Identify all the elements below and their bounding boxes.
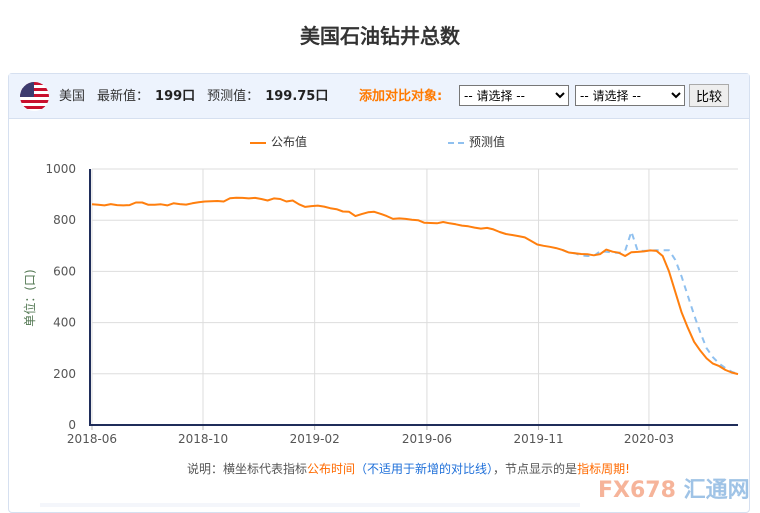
chart-panel: 美国 最新值： 199口 预测值： 199.75口 添加对比对象: -- 请选择…: [8, 73, 750, 513]
legend-label: 预测值: [469, 135, 506, 149]
published-line: [91, 196, 739, 376]
watermark-logo: FX678 汇通网: [598, 478, 750, 503]
y-tick-label: 200: [53, 367, 76, 381]
us-flag-icon: [20, 82, 49, 111]
info-values: 美国 最新值： 199口 预测值： 199.75口: [59, 88, 328, 105]
solid-line-icon: [250, 141, 266, 144]
x-tick-label: 2019-11: [513, 432, 563, 446]
legend-published[interactable]: 公布值: [250, 133, 307, 150]
compare-select-2[interactable]: -- 请选择 --: [575, 85, 685, 106]
x-tick-label: 2019-02: [290, 432, 340, 446]
latest-label: 最新值：: [97, 89, 150, 104]
y-tick-label: 600: [53, 264, 76, 278]
y-tick-label: 400: [53, 316, 76, 330]
page-title: 美国石油钻井总数: [300, 24, 460, 48]
forecast-label: 预测值：: [207, 89, 260, 104]
legend-label: 公布值: [271, 135, 308, 149]
dashed-line-icon: [448, 141, 464, 144]
x-tick-label: 2020-03: [624, 432, 674, 446]
compare-button[interactable]: 比较: [689, 84, 729, 107]
legend-forecast[interactable]: 预测值: [448, 133, 505, 150]
x-tick-label: 2019-06: [402, 432, 452, 446]
forecast-line: [562, 230, 739, 376]
chart-note: 说明：横坐标代表指标公布时间（不适用于新增的对比线），节点显示的是指标周期!: [187, 462, 630, 476]
compare-label: 添加对比对象:: [359, 89, 443, 104]
latest-value: 199口: [155, 89, 196, 104]
info-bar: 美国 最新值： 199口 预测值： 199.75口 添加对比对象: -- 请选择…: [9, 74, 749, 119]
y-tick-label: 800: [53, 213, 76, 227]
forecast-value: 199.75口: [265, 89, 329, 104]
bottom-strip: [40, 503, 580, 507]
y-axis-label: 单位：(口): [22, 269, 37, 326]
y-tick-label: 1000: [45, 162, 76, 176]
country-label: 美国: [59, 89, 86, 104]
compare-select-1[interactable]: -- 请选择 --: [459, 85, 569, 106]
x-tick-label: 2018-06: [67, 432, 117, 446]
x-tick-label: 2018-10: [178, 432, 228, 446]
y-tick-label: 0: [68, 418, 76, 432]
